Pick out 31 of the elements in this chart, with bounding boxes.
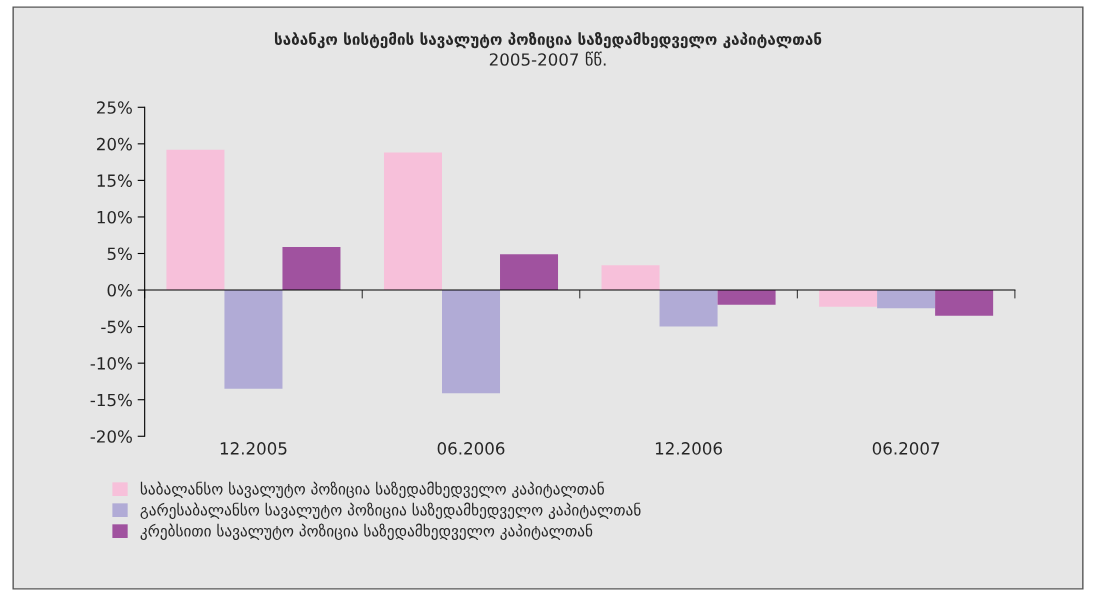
legend-label: კრებსითი სავალუტო პოზიცია საზედამხედველო კაპიტალთან (140, 523, 593, 540)
bar (659, 290, 718, 327)
bar (383, 152, 442, 291)
x-tick-label: 12.2005 (220, 442, 287, 455)
y-tick-label: 5% (107, 247, 132, 261)
y-tick-label: 15% (97, 174, 132, 187)
y-tick-label: 0% (107, 284, 132, 297)
bar (935, 290, 994, 316)
x-tick-label: 06.2006 (437, 442, 505, 455)
y-tick-label: -10% (90, 357, 132, 370)
y-tick-label: 25% (97, 101, 132, 114)
x-tick-label: 06.2007 (872, 442, 940, 455)
legend-label: საბალანსო სავალუტო პოზიცია საზედამხედველო კაპიტალთან (140, 481, 604, 499)
legend-label: გარესაბალანსო სავალუტო პოზიცია საზედამხედველო კაპიტალთან (140, 502, 641, 519)
x-tick-label: 12.2006 (655, 442, 722, 455)
bar (717, 290, 776, 305)
bar (442, 290, 501, 394)
y-tick-label: -20% (90, 430, 132, 443)
y-tick-label: -15% (90, 393, 132, 407)
y-tick-label: 20% (97, 137, 132, 151)
bar (601, 265, 660, 291)
y-tick-label: -5% (101, 320, 132, 334)
bar (166, 149, 225, 291)
bar (224, 290, 283, 389)
y-tick-label: 10% (97, 210, 132, 224)
chart-subtitle: 2005-2007 წწ. (489, 51, 606, 66)
bar (282, 246, 341, 291)
bar (819, 290, 878, 307)
bar (877, 290, 936, 309)
bar (500, 254, 559, 291)
chart-title: საბანკო სისტემის სავალუტო პოზიცია საზედამხედველო კაპიტალთან (274, 32, 822, 49)
